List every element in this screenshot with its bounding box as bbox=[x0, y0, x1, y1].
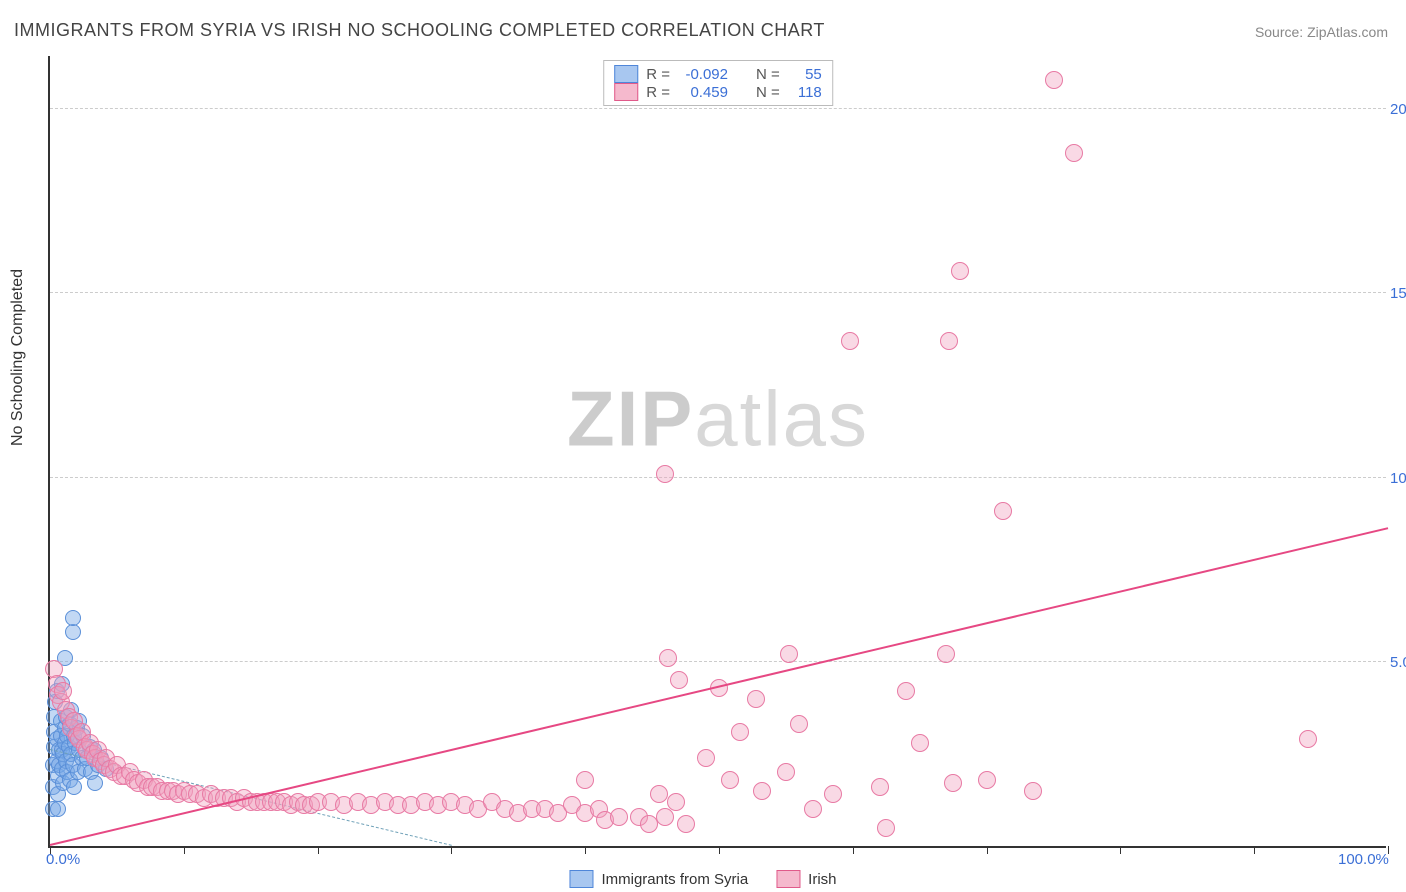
data-point bbox=[54, 682, 72, 700]
legend-swatch bbox=[614, 65, 638, 83]
legend-swatch bbox=[776, 870, 800, 888]
x-tick-label: 0.0% bbox=[46, 851, 80, 868]
data-point bbox=[650, 785, 668, 803]
data-point bbox=[994, 502, 1012, 520]
n-value: 55 bbox=[788, 66, 822, 83]
data-point bbox=[656, 465, 674, 483]
data-point bbox=[1045, 71, 1063, 89]
data-point bbox=[824, 785, 842, 803]
legend-item: Immigrants from Syria bbox=[569, 870, 748, 888]
chart-title: IMMIGRANTS FROM SYRIA VS IRISH NO SCHOOL… bbox=[14, 20, 825, 41]
data-point bbox=[667, 793, 685, 811]
x-tick-mark bbox=[719, 846, 720, 854]
correlation-legend: R = -0.092 N = 55 R = 0.459 N = 118 bbox=[603, 60, 833, 106]
data-point bbox=[731, 723, 749, 741]
n-label: N = bbox=[756, 84, 780, 101]
data-point bbox=[944, 774, 962, 792]
data-point bbox=[677, 815, 695, 833]
data-point bbox=[656, 808, 674, 826]
data-point bbox=[65, 624, 81, 640]
data-point bbox=[659, 649, 677, 667]
data-point bbox=[877, 819, 895, 837]
source-label: Source: ZipAtlas.com bbox=[1255, 24, 1388, 40]
trendline bbox=[50, 527, 1388, 846]
data-point bbox=[841, 332, 859, 350]
data-point bbox=[721, 771, 739, 789]
n-value: 118 bbox=[788, 84, 822, 101]
y-tick-label: 20.0% bbox=[1390, 101, 1406, 118]
data-point bbox=[940, 332, 958, 350]
x-tick-mark bbox=[1120, 846, 1121, 854]
data-point bbox=[1299, 730, 1317, 748]
data-point bbox=[753, 782, 771, 800]
scatter-plot-area: ZIPatlas R =-0.092N =55R =0.459N =118 5.… bbox=[48, 56, 1386, 848]
data-point bbox=[65, 610, 81, 626]
legend-label: Immigrants from Syria bbox=[601, 871, 748, 888]
gridline bbox=[50, 477, 1386, 478]
gridline bbox=[50, 108, 1386, 109]
y-tick-label: 10.0% bbox=[1390, 470, 1406, 487]
data-point bbox=[790, 715, 808, 733]
legend-row: R = -0.092 N = 55 bbox=[614, 65, 822, 83]
x-tick-mark bbox=[184, 846, 185, 854]
data-point bbox=[951, 262, 969, 280]
x-tick-mark bbox=[585, 846, 586, 854]
data-point bbox=[1065, 144, 1083, 162]
data-point bbox=[911, 734, 929, 752]
data-point bbox=[747, 690, 765, 708]
watermark-light: atlas bbox=[694, 375, 869, 463]
r-value: 0.459 bbox=[678, 84, 728, 101]
y-axis-label: No Schooling Completed bbox=[9, 269, 27, 446]
gridline bbox=[50, 661, 1386, 662]
data-point bbox=[66, 779, 82, 795]
legend-row: R = 0.459 N = 118 bbox=[614, 83, 822, 101]
legend-swatch bbox=[569, 870, 593, 888]
data-point bbox=[50, 801, 66, 817]
y-tick-label: 15.0% bbox=[1390, 285, 1406, 302]
y-tick-label: 5.0% bbox=[1390, 654, 1406, 671]
x-tick-label: 100.0% bbox=[1338, 851, 1389, 868]
x-tick-mark bbox=[1254, 846, 1255, 854]
watermark: ZIPatlas bbox=[567, 374, 869, 465]
legend-item: Irish bbox=[776, 870, 836, 888]
watermark-bold: ZIP bbox=[567, 375, 694, 463]
x-tick-mark bbox=[987, 846, 988, 854]
data-point bbox=[610, 808, 628, 826]
data-point bbox=[576, 771, 594, 789]
data-point bbox=[670, 671, 688, 689]
x-tick-mark bbox=[451, 846, 452, 854]
n-label: N = bbox=[756, 66, 780, 83]
data-point bbox=[1024, 782, 1042, 800]
legend-swatch bbox=[614, 83, 638, 101]
x-tick-mark bbox=[853, 846, 854, 854]
data-point bbox=[697, 749, 715, 767]
r-value: -0.092 bbox=[678, 66, 728, 83]
data-point bbox=[777, 763, 795, 781]
data-point bbox=[897, 682, 915, 700]
data-point bbox=[937, 645, 955, 663]
data-point bbox=[978, 771, 996, 789]
data-point bbox=[87, 775, 103, 791]
series-legend: Immigrants from Syria Irish bbox=[569, 870, 836, 888]
r-label: R = bbox=[646, 84, 670, 101]
data-point bbox=[804, 800, 822, 818]
data-point bbox=[871, 778, 889, 796]
gridline bbox=[50, 292, 1386, 293]
data-point bbox=[780, 645, 798, 663]
legend-label: Irish bbox=[808, 871, 836, 888]
x-tick-mark bbox=[318, 846, 319, 854]
r-label: R = bbox=[646, 66, 670, 83]
